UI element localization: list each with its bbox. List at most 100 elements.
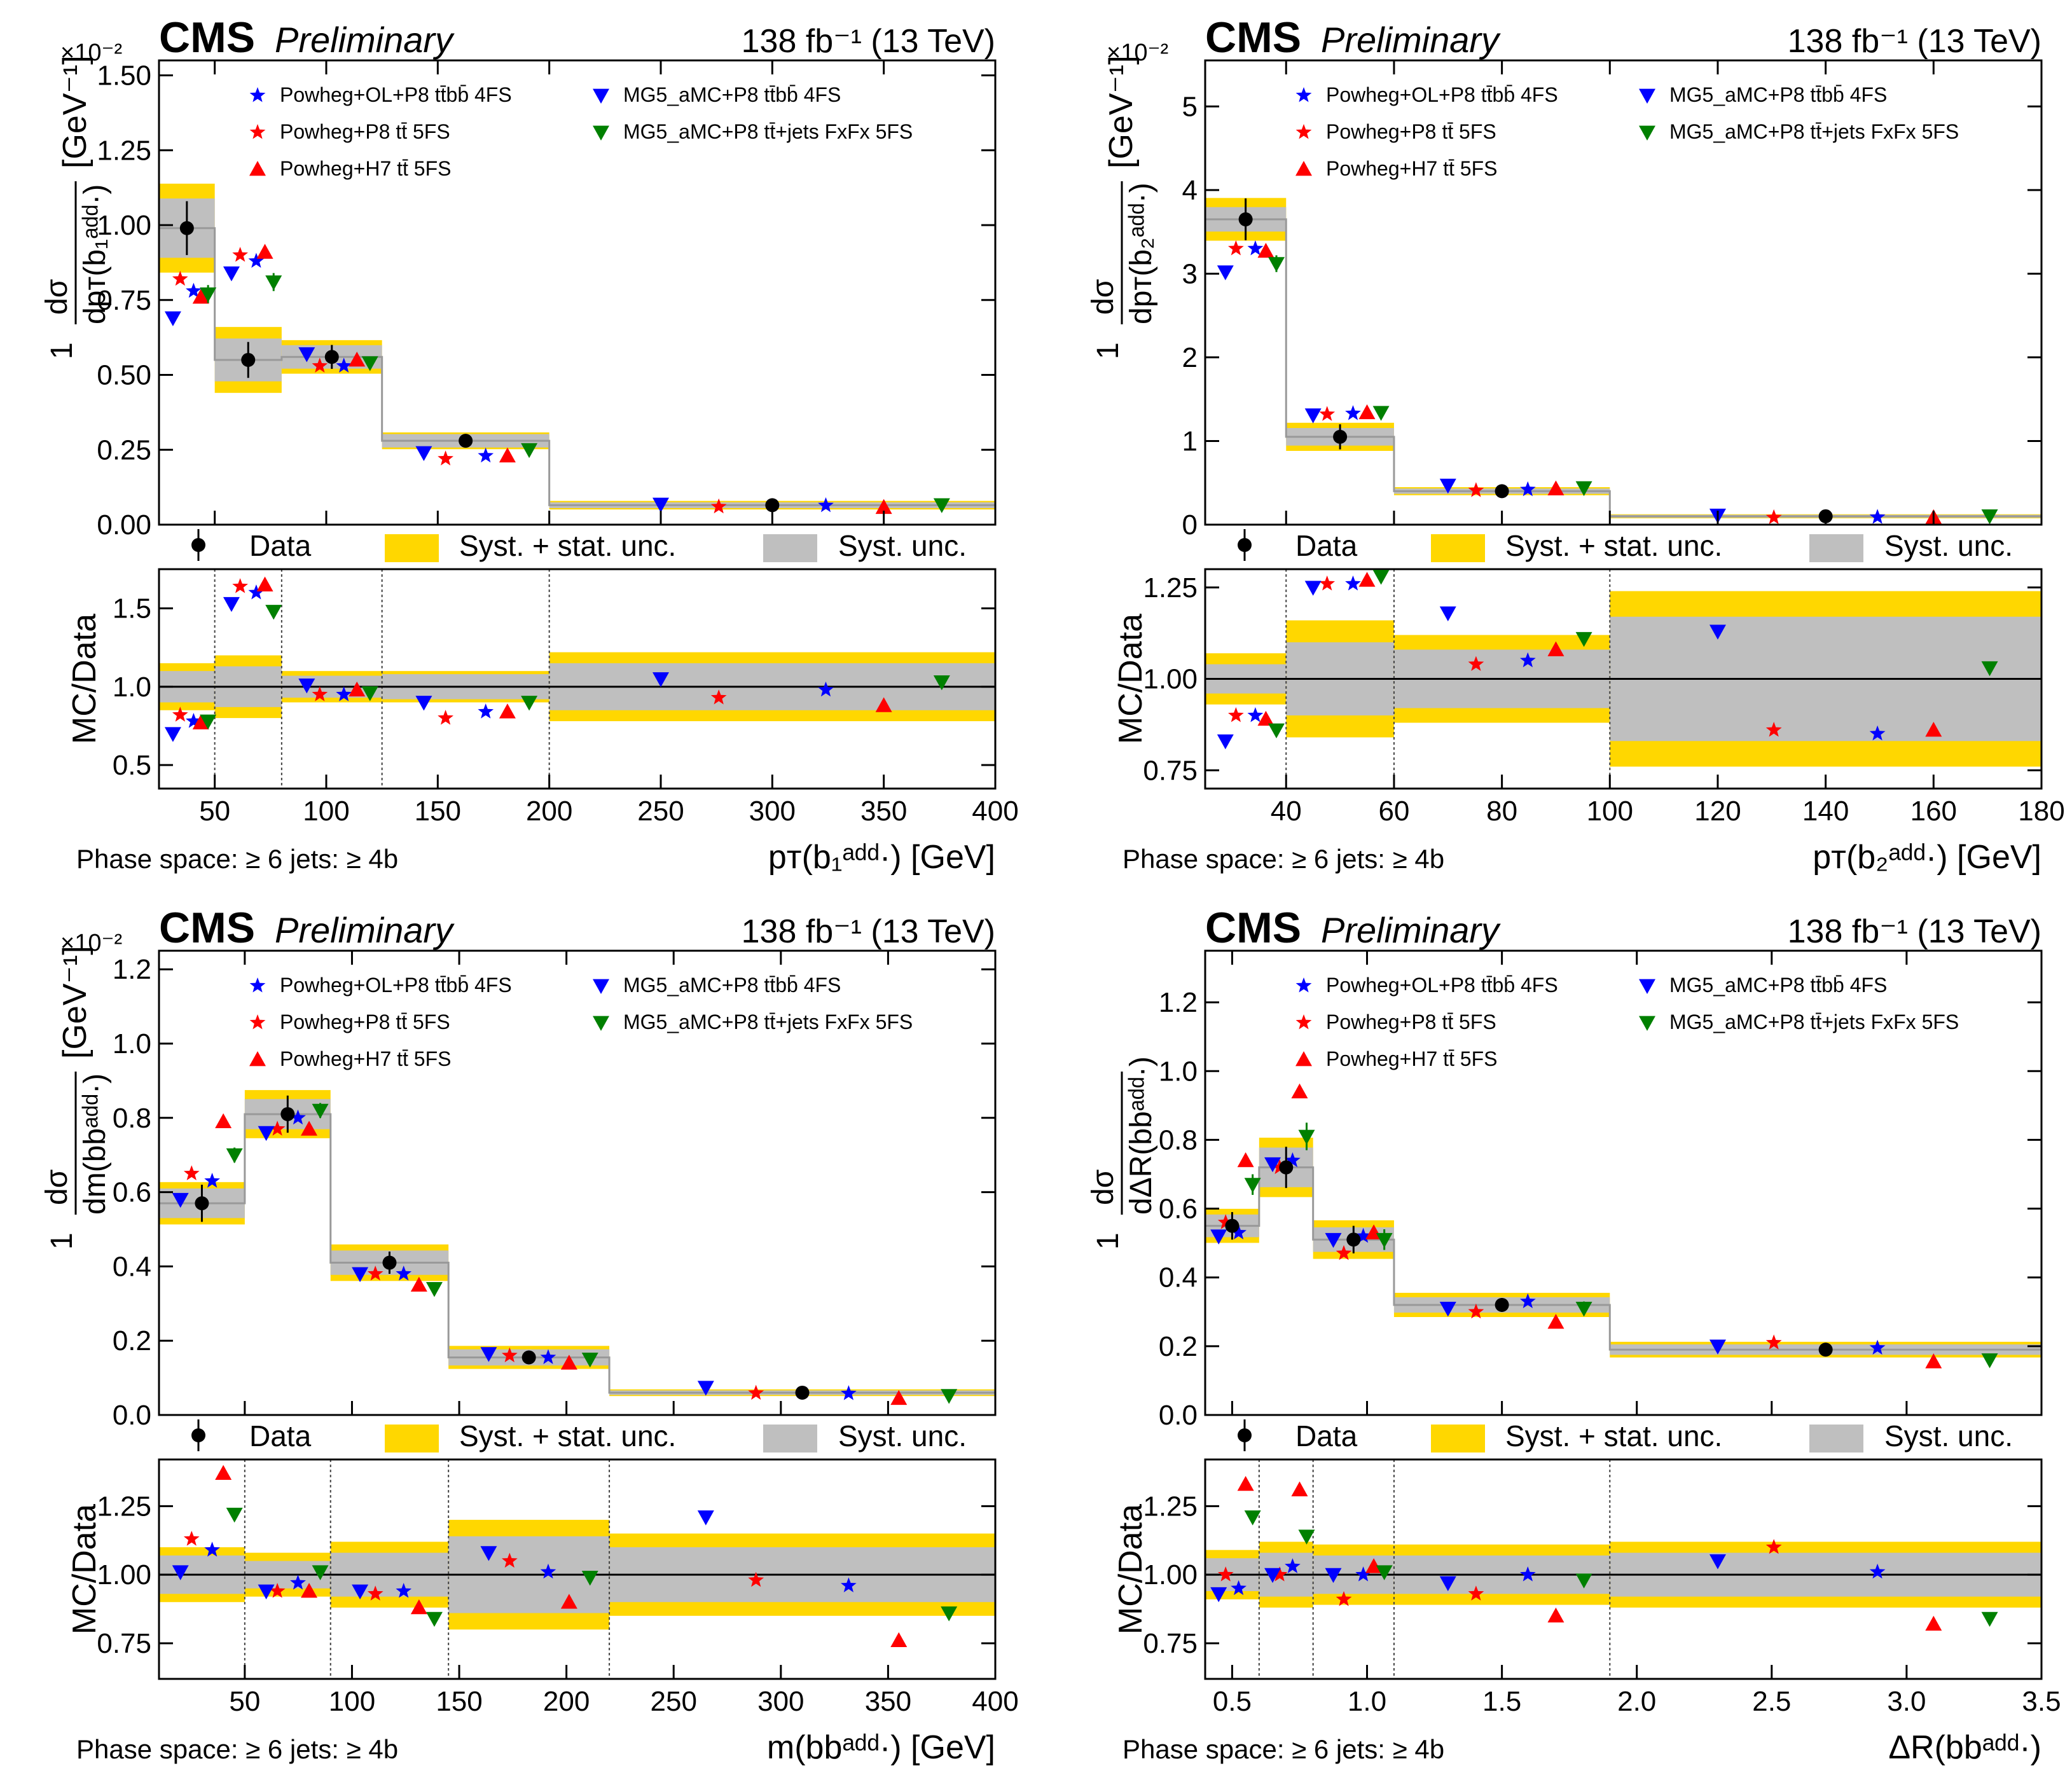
data-point-2 bbox=[241, 352, 256, 367]
ratio-marker-s1-b5 bbox=[818, 681, 834, 697]
ratio-marker-s5-b1 bbox=[200, 714, 217, 730]
ratio-marker-s2-b1 bbox=[172, 707, 188, 722]
mc-marker-s4-b2 bbox=[1304, 408, 1322, 424]
ratio-marker-s5-b1 bbox=[1244, 1510, 1261, 1526]
y-label-denominator: dpᴛ(b₁ᵃᵈᵈ·) bbox=[78, 184, 112, 324]
ratio-marker-s4-b3 bbox=[1325, 1568, 1342, 1583]
mc-marker-s5-b3 bbox=[425, 1282, 443, 1297]
y-tick-label: 5 bbox=[1182, 91, 1198, 122]
ratio-y-tick-label: 0.75 bbox=[97, 1628, 151, 1659]
y-tick-label: 0.6 bbox=[113, 1177, 151, 1208]
legend-label-4: MG5_aMC+P8 tt̄bb̄ 4FS bbox=[1669, 83, 1887, 106]
lumi-label: 138 fb⁻¹ (13 TeV) bbox=[742, 23, 995, 60]
data-point-1 bbox=[1225, 1218, 1240, 1233]
legend-marker-4 bbox=[593, 979, 609, 994]
mc-marker-s5-b4 bbox=[581, 1353, 598, 1368]
ratio-marker-s1-b3 bbox=[396, 1583, 412, 1598]
mc-marker-s3-b5 bbox=[1925, 1353, 1942, 1369]
data-point-3 bbox=[1346, 1232, 1361, 1247]
legend-data-label: Data bbox=[249, 529, 312, 562]
ratio-y-tick-label: 1.25 bbox=[1143, 572, 1198, 604]
y-label-unit: [GeV⁻¹] bbox=[57, 946, 93, 1059]
y-tick-label: 0.8 bbox=[113, 1103, 151, 1134]
ratio-marker-s1-b2 bbox=[1345, 576, 1361, 591]
legend-marker-3 bbox=[1295, 161, 1312, 176]
mc-marker-s5-b3 bbox=[361, 356, 378, 371]
mc-marker-s2-b1 bbox=[172, 270, 188, 286]
mc-marker-s1-b4 bbox=[1520, 1293, 1536, 1309]
legend-syst-swatch bbox=[763, 534, 817, 562]
mc-marker-s1-b3 bbox=[336, 357, 352, 373]
mc-marker-s3-b2 bbox=[301, 1121, 318, 1136]
ratio-marker-s5-b2 bbox=[1298, 1529, 1315, 1545]
x-tick-label: 100 bbox=[329, 1686, 375, 1717]
ratio-y-tick-label: 1.0 bbox=[113, 672, 151, 703]
ratio-marker-s1-b4 bbox=[1869, 725, 1886, 741]
x-tick-label: 140 bbox=[1802, 796, 1849, 827]
ratio-marker-s3-b3 bbox=[349, 681, 366, 697]
ratio-y-tick-label: 0.75 bbox=[1143, 1628, 1198, 1659]
y-label-numerator: dσ bbox=[1086, 279, 1120, 315]
legend-tot-swatch bbox=[385, 534, 439, 562]
x-axis-label: pᴛ(b₂ᵃᵈᵈ·) [GeV] bbox=[1813, 839, 2041, 876]
ratio-marker-s3-b1 bbox=[192, 714, 209, 729]
mc-marker-s3-b2 bbox=[1358, 404, 1376, 420]
y-label-numerator: dσ bbox=[40, 279, 74, 315]
legend-syst-swatch bbox=[1809, 534, 1863, 562]
ratio-marker-s2-b3 bbox=[312, 686, 328, 701]
y-exponent: ×10⁻² bbox=[60, 930, 122, 956]
legend-marker-3 bbox=[249, 1051, 266, 1066]
ratio-marker-s5-b3 bbox=[361, 686, 378, 701]
data-point-3 bbox=[324, 350, 339, 364]
legend-tot-swatch bbox=[1431, 1425, 1485, 1452]
mc-marker-s1-b4 bbox=[540, 1349, 556, 1364]
phase-space-label: Phase space: ≥ 6 jets: ≥ 4b bbox=[76, 844, 398, 874]
ratio-marker-s3-b4 bbox=[1925, 722, 1942, 737]
x-tick-label: 50 bbox=[229, 1686, 260, 1717]
legend-marker-3 bbox=[249, 161, 266, 176]
ratio-marker-s5-b2 bbox=[312, 1565, 329, 1580]
mc-marker-s1-b3 bbox=[396, 1266, 412, 1281]
legend-data-marker bbox=[1238, 1428, 1252, 1442]
cms-label: CMS bbox=[159, 13, 255, 62]
mc-marker-s5-b2 bbox=[312, 1103, 329, 1119]
ratio-y-tick-label: 1.00 bbox=[1143, 1559, 1198, 1590]
legend-marker-1 bbox=[1295, 87, 1312, 102]
legend-label-1: Powheg+OL+P8 tt̄bb̄ 4FS bbox=[280, 974, 512, 997]
mc-marker-s2-b3 bbox=[367, 1266, 383, 1281]
mc-marker-s4-b3 bbox=[352, 1267, 369, 1283]
ratio-marker-s5-b4 bbox=[1575, 1573, 1592, 1589]
x-tick-label: 150 bbox=[415, 796, 461, 827]
mc-marker-s1-b2 bbox=[1345, 405, 1361, 420]
mc-marker-s3-b1 bbox=[1257, 242, 1274, 258]
ratio-marker-s3-b4 bbox=[560, 1594, 577, 1609]
ratio-marker-s1-b4 bbox=[1520, 1566, 1536, 1582]
mc-marker-s1-b1 bbox=[1231, 1224, 1247, 1239]
mc-marker-s4-b1 bbox=[1210, 1229, 1227, 1245]
main-frame bbox=[158, 59, 997, 526]
ratio-marker-s2-b5 bbox=[748, 1571, 764, 1587]
mc-marker-s4-b2 bbox=[223, 266, 240, 282]
mc-marker-s3-b3 bbox=[349, 351, 366, 367]
ratio-marker-s3-b5 bbox=[875, 697, 892, 712]
ratio-y-tick-label: 1.00 bbox=[1143, 664, 1198, 695]
main-frame bbox=[1204, 949, 2043, 1416]
mc-marker-s4-b3 bbox=[1325, 1232, 1342, 1248]
ratio-marker-s1-b2 bbox=[1285, 1558, 1301, 1573]
preliminary-label: Preliminary bbox=[1321, 910, 1501, 950]
data-point-5 bbox=[795, 1385, 810, 1400]
y-tick-label: 0.0 bbox=[113, 1400, 151, 1431]
mc-marker-s1-b5 bbox=[841, 1385, 857, 1400]
legend-marker-1 bbox=[249, 977, 266, 993]
mc-marker-s4-b1 bbox=[164, 311, 181, 327]
ratio-marker-s4-b1 bbox=[1210, 1587, 1227, 1603]
phase-space-label: Phase space: ≥ 6 jets: ≥ 4b bbox=[1122, 1734, 1444, 1764]
x-tick-label: 200 bbox=[526, 796, 572, 827]
legend-label-5: MG5_aMC+P8 tt̄+jets FxFx 5FS bbox=[1669, 120, 1959, 143]
y-tick-label: 1.0 bbox=[113, 1028, 151, 1059]
mc-marker-s2-b3 bbox=[1336, 1245, 1352, 1260]
mc-marker-s5-b5 bbox=[933, 498, 950, 513]
data-point-3 bbox=[1495, 484, 1509, 499]
legend-marker-3 bbox=[1295, 1051, 1312, 1066]
x-axis-label: pᴛ(b₁ᵃᵈᵈ·) [GeV] bbox=[768, 839, 995, 876]
